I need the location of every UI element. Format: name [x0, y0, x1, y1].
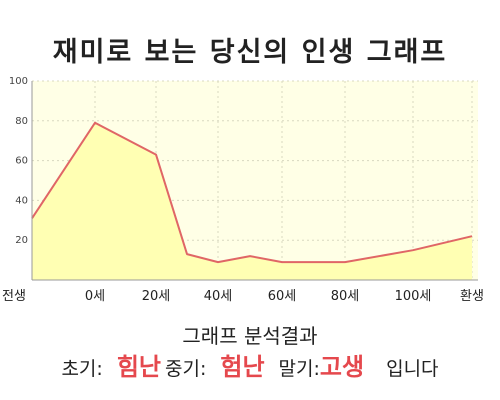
early-value: 힘난 [116, 353, 161, 381]
x-tick-label: 20세 [142, 289, 171, 304]
y-tick-label: 20 [15, 235, 28, 246]
x-tick-label: 80세 [331, 289, 360, 304]
late-label: 말기: [278, 358, 320, 380]
x-tick-label: 0세 [85, 289, 105, 304]
y-tick-label: 80 [15, 116, 28, 127]
x-tick-label: 전생 [2, 289, 26, 304]
y-tick-label: 60 [15, 156, 28, 167]
early-label: 초기: [61, 358, 103, 380]
middle-label: 중기: [165, 358, 207, 380]
page-title: 재미로 보는 당신의 인생 그래프 [52, 37, 448, 68]
x-tick-label: 100세 [395, 289, 432, 304]
area-fill [32, 122, 472, 280]
analysis-result: 초기: 힘난 중기: 험난 말기:고생 입니다 [0, 347, 500, 382]
y-tick-label: 100 [9, 76, 28, 87]
suffix-text: 입니다 [386, 358, 439, 380]
late-value: 고생 [319, 353, 365, 381]
x-tick-label: 환생 [460, 289, 484, 304]
middle-value: 험난 [220, 353, 265, 381]
y-tick-label: 40 [15, 195, 28, 206]
x-tick-label: 60세 [268, 289, 297, 304]
x-tick-label: 40세 [204, 289, 233, 304]
analysis-heading: 그래프 분석결과 [182, 324, 318, 348]
series-line [31, 121, 473, 264]
